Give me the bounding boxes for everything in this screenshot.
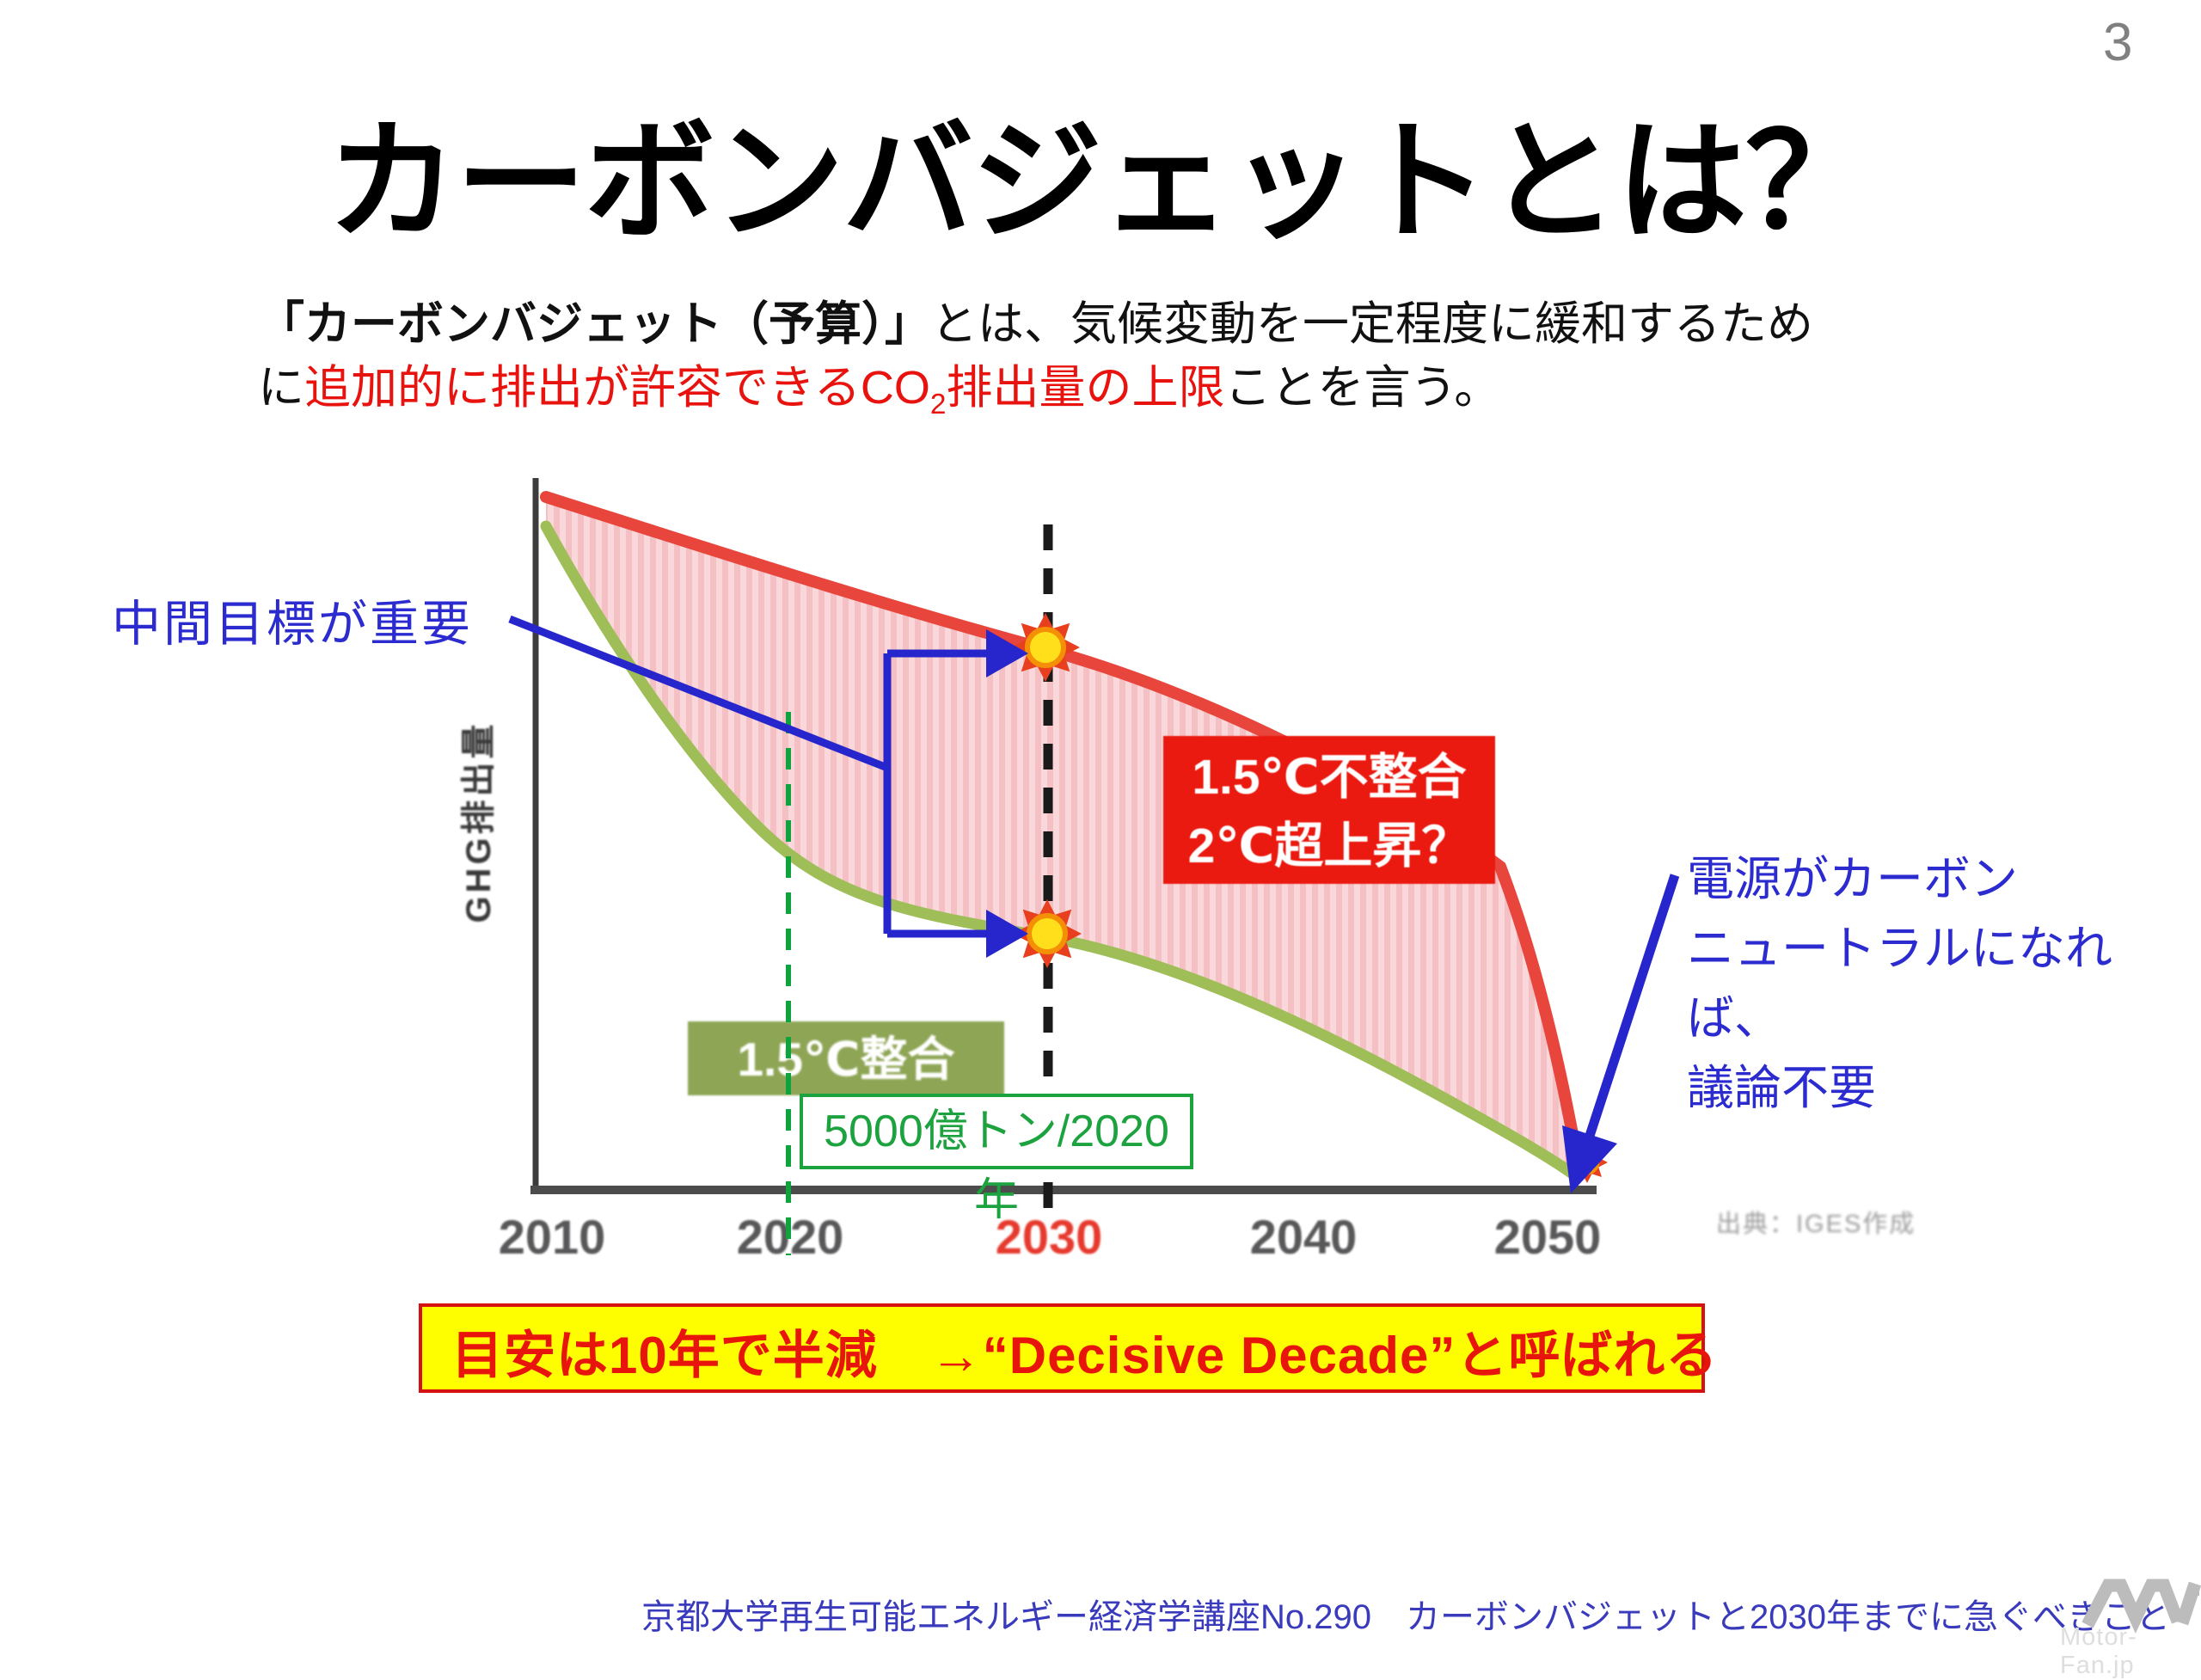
x-tick-2030: 2030 [995, 1210, 1103, 1264]
mid-target-note: 中間目標が重要 [112, 597, 473, 652]
carbon-neutral-note-line-1: 電源がカーボン [1687, 852, 2019, 905]
x-tick-2050: 2050 [1493, 1210, 1602, 1264]
red-warning-line-1: 1.5℃不整合 [1192, 750, 1467, 805]
x-tick-2010: 2010 [498, 1210, 606, 1264]
intro-line-2: に追加的に排出が許容できるCO2排出量の上限ことを言う。 [258, 356, 1813, 437]
page-number: 3 [2103, 13, 2133, 72]
intro-bold-term: 「カーボンバジェット（予算）」 [258, 298, 931, 350]
source-note: 出典：IGES作成 [1716, 1211, 1916, 1238]
red-warning-line-2: 2℃超上昇？ [1187, 819, 1471, 874]
emissions-gap-area [546, 497, 1577, 1173]
arrow-head-icon [1562, 1125, 1617, 1193]
bracket-top-arrowhead-icon [986, 629, 1028, 678]
intro-line1-rest: とは、気候変動を一定程度に緩和するため [931, 298, 1813, 350]
starburst-marker-upper [1011, 613, 1080, 682]
footer-caption: 京都大学再生可能エネルギー経済学講座No.290 カーボンバジェットと2030年… [641, 1598, 2170, 1636]
decisive-decade-banner [419, 1303, 1705, 1393]
decisive-decade-text: 目安は10年で半減 →“Decisive Decade”と呼ばれる [451, 1327, 1719, 1384]
intro-line2-prefix: に [258, 362, 304, 414]
olive-consistent-box: 1.5℃整合 [688, 1021, 1004, 1095]
intro-red-text-2: 排出量の上限 [946, 362, 1225, 414]
intro-paragraph: 「カーボンバジェット（予算）」とは、気候変動を一定程度に緩和するため に追加的に… [258, 292, 1813, 437]
carbon-neutral-note-line-3: 議論不要 [1687, 1061, 1877, 1114]
co2-subscript: 2 [929, 388, 947, 420]
intro-line-1: 「カーボンバジェット（予算）」とは、気候変動を一定程度に緩和するため [258, 292, 1813, 356]
carbon-neutral-note: 電源がカーボン ニュートラルになれば、 議論不要 [1687, 844, 2201, 1123]
arrow-shaft [1585, 874, 1680, 1137]
mid-target-bracket [508, 615, 1028, 958]
intro-red-text: 追加的に排出が許容できるCO [304, 362, 930, 414]
carbon-neutral-arrow [1562, 874, 1680, 1193]
bracket-bottom-arrowhead-icon [986, 910, 1028, 958]
budget-note-box: 5000億トン/2020年 [800, 1094, 1193, 1225]
x-tick-2040: 2040 [1249, 1210, 1358, 1264]
bracket-leader-line [508, 615, 889, 772]
carbon-neutral-note-line-2: ニュートラルになれば、 [1687, 922, 2113, 1045]
motor-fan-logo-icon [2081, 1579, 2201, 1634]
red-warning-box: 1.5℃不整合 2℃超上昇？ [1163, 736, 1495, 884]
red-limit-curve [540, 491, 1584, 1168]
slide-title: カーボンバジェットとは？ [327, 109, 1876, 255]
intro-line2-suffix: ことを言う。 [1224, 362, 1501, 414]
